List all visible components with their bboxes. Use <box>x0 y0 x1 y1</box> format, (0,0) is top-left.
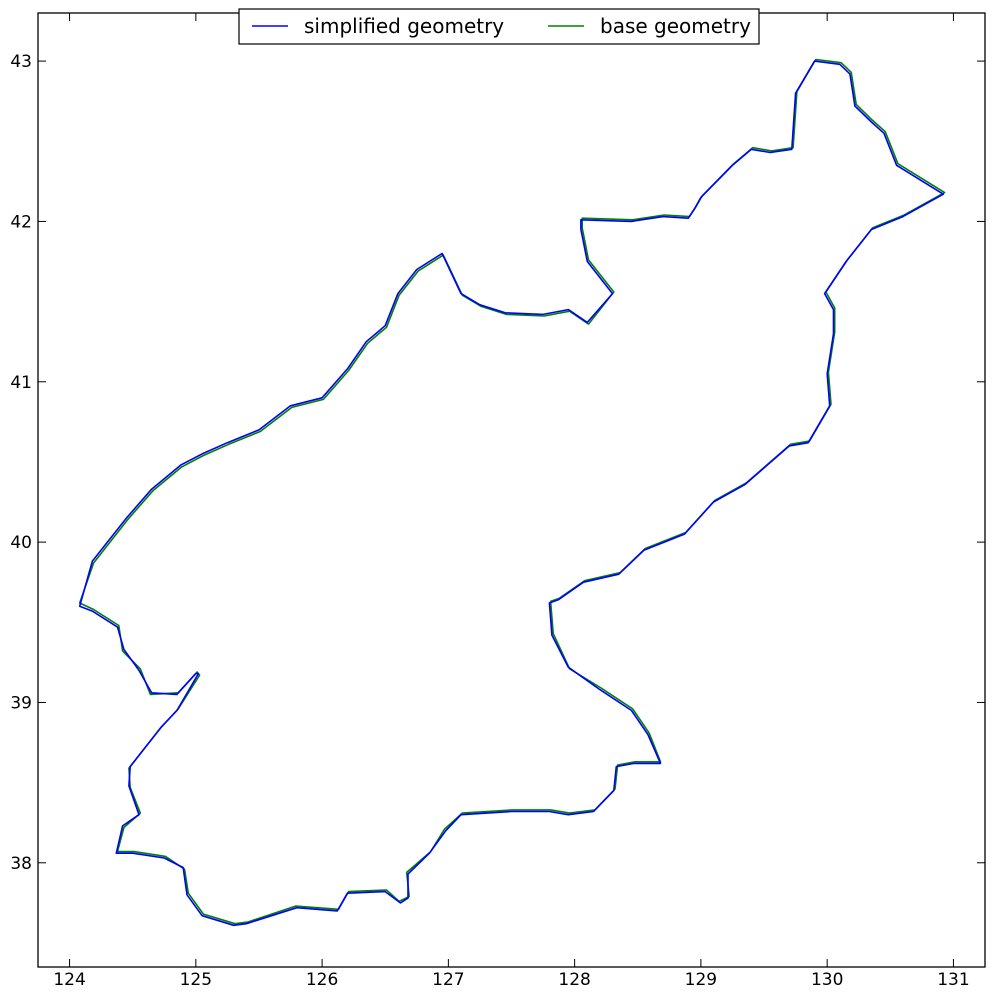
series-simplified-geometry <box>78 60 945 927</box>
y-tick-label: 41 <box>10 373 32 393</box>
legend-box <box>238 8 760 45</box>
legend-label-base: base geometry <box>600 14 751 38</box>
x-tick-label: 131 <box>937 970 969 990</box>
y-tick-label: 39 <box>10 693 32 713</box>
legend: simplified geometry base geometry <box>238 8 760 45</box>
x-tick-label: 129 <box>685 970 717 990</box>
x-tick-label: 128 <box>558 970 590 990</box>
y-tick-label: 42 <box>10 212 32 232</box>
y-tick-label: 43 <box>10 52 32 72</box>
x-tick-label: 126 <box>306 970 338 990</box>
ticks-layer: 124 125 126 127 128 129 130 131 38 39 40 41 42 43 <box>10 13 985 990</box>
y-tick-label: 38 <box>10 854 32 874</box>
x-tick-label: 130 <box>811 970 843 990</box>
series-layer <box>78 58 946 927</box>
legend-label-simplified: simplified geometry <box>304 14 504 38</box>
x-tick-label: 125 <box>180 970 212 990</box>
x-tick-label: 127 <box>432 970 464 990</box>
x-tick-label: 124 <box>53 970 85 990</box>
y-tick-label: 40 <box>10 533 32 553</box>
